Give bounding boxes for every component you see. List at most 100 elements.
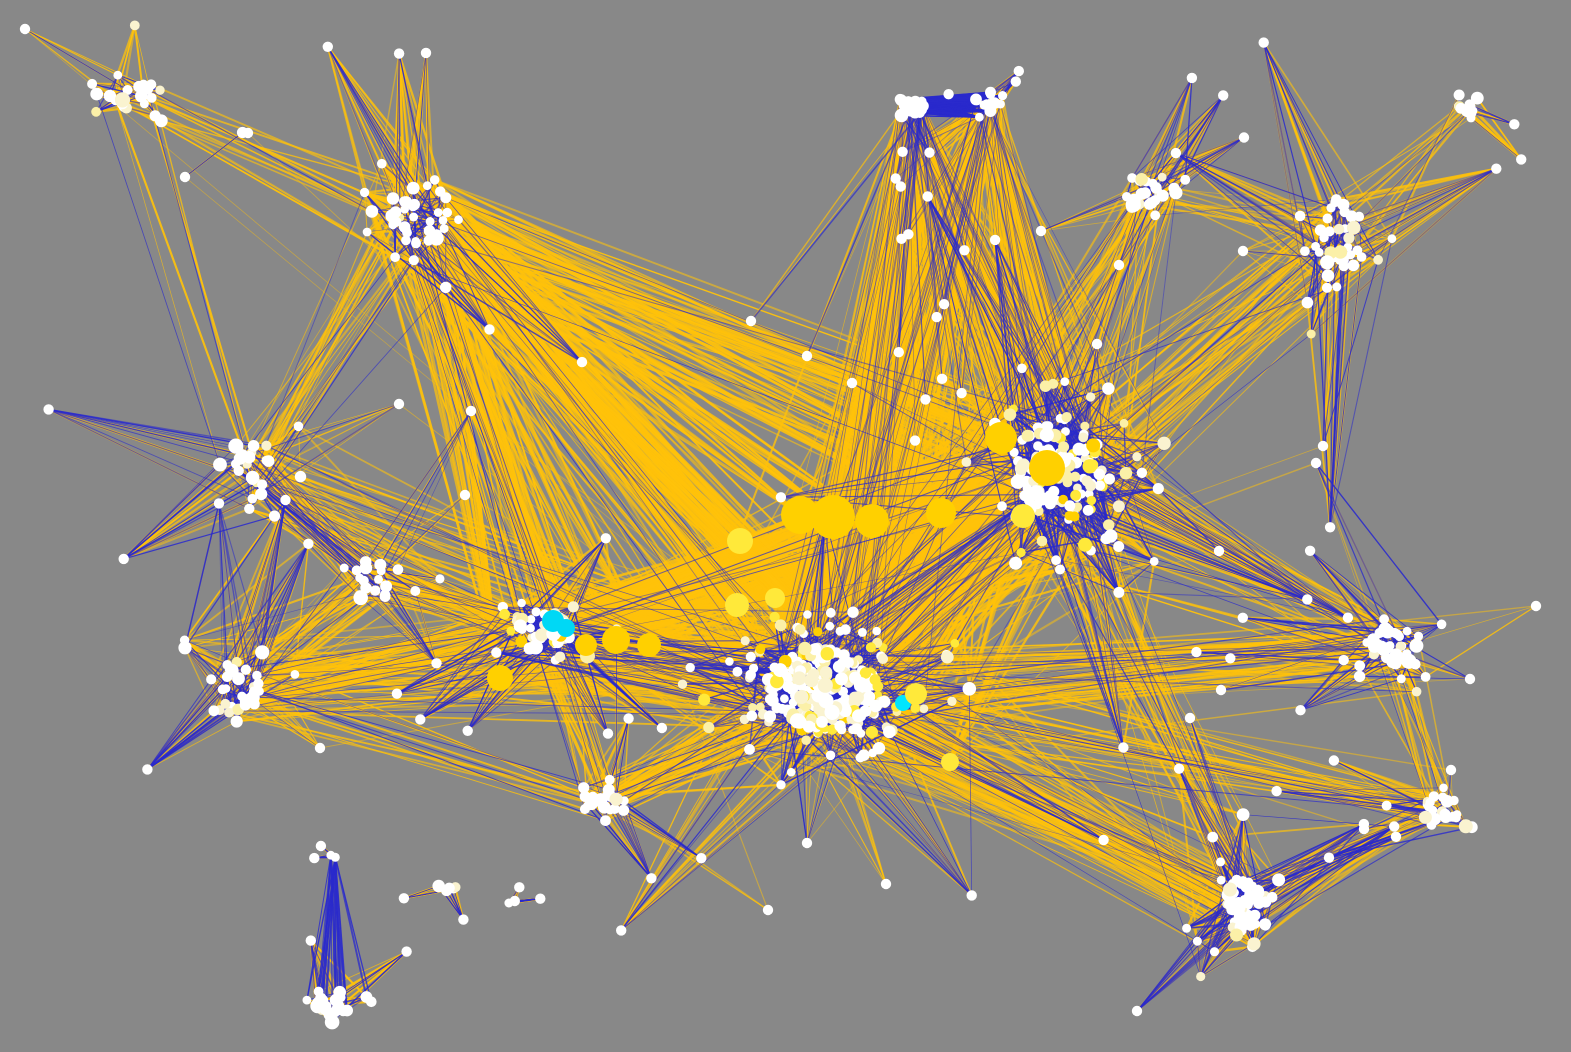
graph-node[interactable] [1387,234,1397,244]
graph-node[interactable] [1439,811,1452,823]
graph-node[interactable] [280,494,291,506]
graph-node[interactable] [142,764,153,775]
graph-node[interactable] [865,726,879,739]
graph-node[interactable] [775,492,787,503]
graph-node[interactable] [255,488,268,501]
graph-node[interactable] [840,693,851,705]
graph-node-bridge[interactable] [1091,338,1103,350]
graph-node-hub[interactable] [855,504,889,538]
graph-node[interactable] [310,998,325,1014]
graph-node[interactable] [745,651,756,663]
graph-node[interactable] [1036,535,1048,547]
graph-node[interactable] [1113,586,1125,598]
graph-node[interactable] [1080,421,1090,431]
graph-node[interactable] [339,563,349,573]
graph-node[interactable] [535,893,546,904]
graph-node[interactable] [1320,255,1335,270]
graph-node[interactable] [1019,490,1031,502]
graph-node[interactable] [877,653,889,664]
graph-node[interactable] [1247,937,1261,951]
graph-node[interactable] [398,221,411,233]
graph-node[interactable] [970,93,982,106]
graph-node[interactable] [1424,801,1434,812]
graph-node[interactable] [909,95,922,108]
graph-node[interactable] [1157,172,1167,182]
graph-node[interactable] [1225,653,1236,664]
graph-node[interactable] [1258,37,1269,48]
graph-node-bridge[interactable] [880,878,892,890]
graph-node[interactable] [253,678,264,689]
graph-node[interactable] [847,606,859,618]
graph-node[interactable] [863,691,876,703]
graph-node[interactable] [1440,795,1454,808]
graph-node[interactable] [246,690,260,705]
graph-node[interactable] [1314,224,1327,236]
graph-node[interactable] [1389,821,1400,832]
graph-node[interactable] [1271,785,1282,797]
graph-node[interactable] [698,693,711,706]
graph-node[interactable] [1039,380,1052,393]
graph-node-bridge[interactable] [459,489,471,501]
graph-node[interactable] [869,699,882,713]
graph-node[interactable] [506,626,516,636]
graph-node[interactable] [832,660,846,673]
graph-node[interactable] [399,196,413,209]
graph-node[interactable] [820,647,834,661]
graph-node[interactable] [1328,755,1340,766]
graph-node[interactable] [129,20,140,31]
graph-node[interactable] [1233,910,1247,923]
graph-node[interactable] [440,281,452,294]
graph-node-bridge[interactable] [314,742,326,754]
graph-node[interactable] [786,767,796,777]
graph-node[interactable] [1016,547,1026,558]
graph-node[interactable] [792,671,807,686]
graph-node[interactable] [1152,483,1164,495]
graph-node[interactable] [997,501,1007,512]
graph-node[interactable] [1353,670,1366,683]
graph-node[interactable] [401,235,411,246]
graph-node-bridge[interactable] [1184,712,1196,724]
graph-node[interactable] [1180,174,1191,185]
graph-node[interactable] [1347,259,1360,272]
graph-node-hub[interactable] [727,528,753,554]
graph-node[interactable] [909,106,921,119]
graph-node[interactable] [491,647,502,658]
graph-node[interactable] [825,750,836,761]
graph-node[interactable] [255,645,270,660]
graph-node[interactable] [1048,485,1060,498]
graph-node[interactable] [1156,189,1169,202]
graph-node[interactable] [1150,210,1161,221]
graph-node[interactable] [769,611,780,623]
graph-node[interactable] [773,663,788,678]
graph-node[interactable] [893,347,904,358]
graph-node[interactable] [834,720,846,732]
graph-node[interactable] [1251,884,1265,899]
graph-node[interactable] [439,224,449,234]
graph-node[interactable] [1033,441,1043,451]
graph-node[interactable] [411,238,421,249]
graph-node-bridge[interactable] [801,350,813,362]
graph-node[interactable] [252,670,262,681]
graph-node[interactable] [113,70,123,80]
graph-node[interactable] [774,619,787,632]
graph-node[interactable] [225,663,239,678]
graph-node[interactable] [425,217,435,226]
graph-node[interactable] [677,679,688,689]
graph-node[interactable] [816,716,828,728]
graph-node[interactable] [1078,432,1089,443]
graph-node[interactable] [380,580,393,593]
graph-node[interactable] [1070,471,1081,482]
graph-node[interactable] [852,709,865,723]
graph-node-bridge[interactable] [745,315,757,327]
graph-node[interactable] [770,674,784,689]
graph-node[interactable] [91,106,101,117]
graph-node[interactable] [1311,241,1321,251]
graph-node[interactable] [1013,65,1024,77]
graph-node[interactable] [1218,90,1229,101]
graph-node[interactable] [247,493,258,504]
graph-node[interactable] [1509,119,1520,130]
graph-node[interactable] [1301,296,1314,309]
graph-node[interactable] [804,673,819,688]
graph-node[interactable] [578,782,590,794]
graph-node[interactable] [1028,485,1044,501]
